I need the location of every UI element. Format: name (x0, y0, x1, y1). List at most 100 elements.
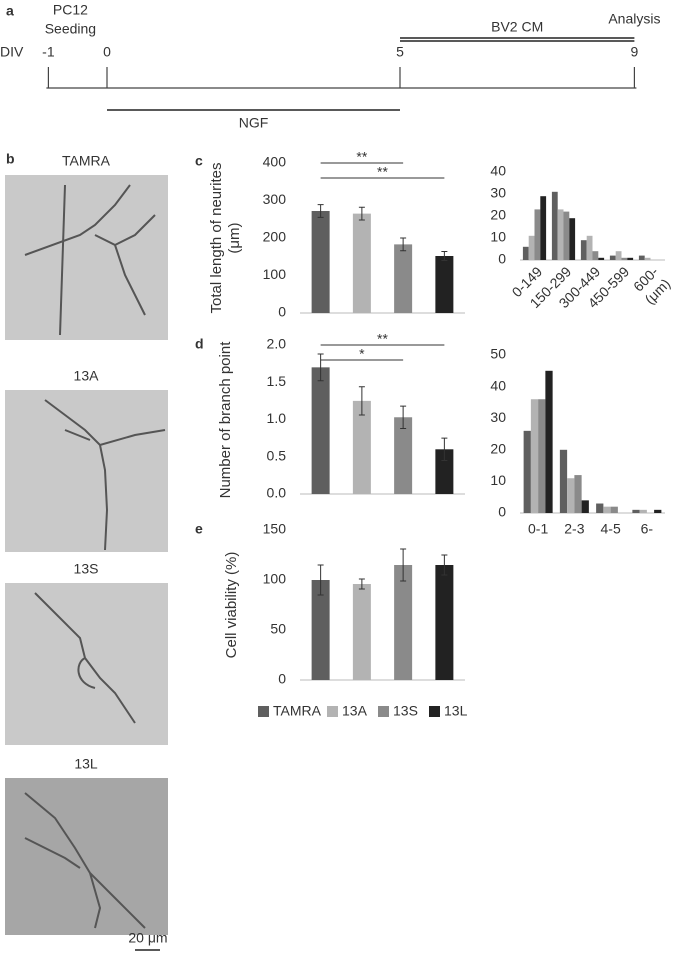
event-label: Analysis (608, 11, 660, 27)
cell-outline (44, 399, 166, 551)
bar (609, 255, 616, 260)
y-tick-label: 50 (270, 621, 286, 637)
y-tick-label: 20 (490, 441, 506, 457)
error-bar (317, 564, 324, 596)
y-tick-label: 0 (278, 671, 286, 687)
bar (627, 257, 634, 260)
image-label: TAMRA (62, 153, 111, 169)
bar (394, 565, 413, 680)
error-bar (441, 554, 448, 576)
y-tick-label: 10 (490, 229, 506, 245)
error-bar (358, 386, 365, 416)
panel-label: c (195, 153, 203, 169)
bar (567, 478, 575, 513)
y-tick-label: 40 (490, 163, 506, 179)
y-tick-label: 300 (263, 191, 287, 207)
y-tick-label: 0 (278, 304, 286, 320)
bar (522, 246, 529, 260)
error-bar (400, 548, 407, 582)
bar (644, 257, 651, 260)
bar (596, 503, 604, 513)
bar (352, 213, 371, 313)
bar (352, 400, 371, 494)
event-label: Seeding (45, 21, 96, 37)
significance-label: ** (377, 164, 388, 180)
y-tick-label: 20 (490, 207, 506, 223)
bar (530, 399, 539, 513)
axis-label: DIV (0, 44, 24, 60)
period-label: NGF (239, 115, 269, 131)
y-axis-label: Total length of neurites (μm) (208, 162, 243, 314)
bar (598, 257, 605, 260)
legend-swatch (429, 706, 440, 717)
bar (352, 584, 371, 680)
bar (311, 211, 330, 313)
x-tick-label: 6- (641, 521, 654, 537)
y-tick-label: 400 (263, 154, 287, 170)
bar (311, 367, 330, 494)
y-tick-label: 0.0 (267, 485, 287, 501)
micrograph (5, 175, 168, 340)
bar (621, 257, 628, 260)
y-tick-label: 0 (498, 504, 506, 520)
bar (435, 256, 454, 313)
error-bar (441, 437, 448, 461)
y-tick-label: 40 (490, 377, 506, 393)
bar (540, 196, 547, 260)
y-tick-label: 50 (490, 346, 506, 362)
bar (615, 251, 622, 260)
legend-label: 13L (444, 703, 468, 719)
legend-label: 13A (342, 703, 368, 719)
bar (654, 509, 662, 513)
y-tick-label: 0 (498, 251, 506, 267)
y-tick-label: 1.0 (267, 410, 287, 426)
y-axis-label: Number of branch point (217, 341, 234, 498)
legend-swatch (258, 706, 269, 717)
x-tick-label: 0-1 (528, 521, 548, 537)
image-label: 13S (74, 561, 99, 577)
micrograph (5, 390, 168, 552)
bar (592, 251, 599, 260)
tick-label: 0 (103, 44, 111, 60)
image-label: 13L (74, 756, 98, 772)
bar (580, 240, 587, 260)
bar (586, 235, 593, 260)
legend-label: 13S (393, 703, 418, 719)
error-bar (358, 578, 365, 590)
significance-label: ** (356, 149, 367, 165)
y-tick-label: 2.0 (267, 336, 287, 352)
y-tick-label: 1.5 (267, 373, 287, 389)
bar (638, 255, 645, 260)
y-axis-label: Cell viability (%) (223, 551, 240, 659)
cell-outline (34, 592, 136, 724)
image-label: 13A (74, 368, 100, 384)
bar (610, 506, 618, 513)
error-bar (400, 405, 407, 429)
bar (581, 500, 589, 513)
bar (435, 449, 454, 494)
period-label: BV2 CM (491, 19, 543, 35)
legend-label: TAMRA (273, 703, 322, 719)
bar (311, 580, 330, 680)
bar (538, 399, 546, 513)
bar (603, 506, 611, 513)
legend-swatch (378, 706, 389, 717)
tick-label: -1 (42, 44, 55, 60)
bar (551, 191, 558, 260)
micrograph (5, 778, 168, 935)
bar (394, 244, 413, 313)
significance-label: ** (377, 331, 388, 347)
bar (534, 209, 541, 260)
bar (559, 449, 568, 513)
y-tick-label: 30 (490, 185, 506, 201)
error-bar (317, 204, 324, 218)
bar (523, 430, 531, 513)
micrograph (5, 583, 168, 745)
tick-label: 9 (631, 44, 639, 60)
cell-outline (24, 792, 146, 929)
bar (632, 509, 640, 513)
bar (574, 475, 582, 513)
panel-label: b (6, 151, 15, 167)
panel-label: a (6, 3, 14, 19)
bar (528, 235, 535, 260)
